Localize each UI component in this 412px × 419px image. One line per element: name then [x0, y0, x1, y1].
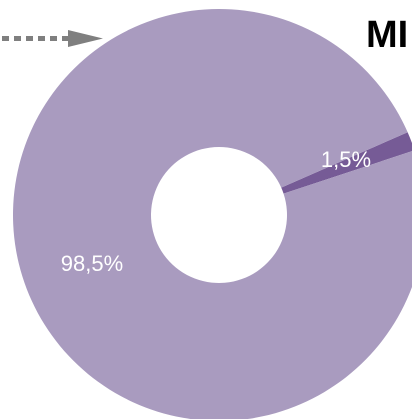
- slices-group: [13, 9, 412, 419]
- arrow-head-icon: [68, 30, 103, 47]
- data-label-small: 1,5%: [321, 147, 371, 172]
- arrow-dots: [2, 36, 69, 41]
- pointer-arrow: [2, 30, 103, 47]
- data-labels-group: 98,5% 1,5%: [61, 147, 371, 276]
- clipped-title: MI: [366, 14, 409, 56]
- slice-large: [13, 9, 412, 419]
- slice-small: [281, 132, 412, 194]
- data-label-large: 98,5%: [61, 251, 123, 276]
